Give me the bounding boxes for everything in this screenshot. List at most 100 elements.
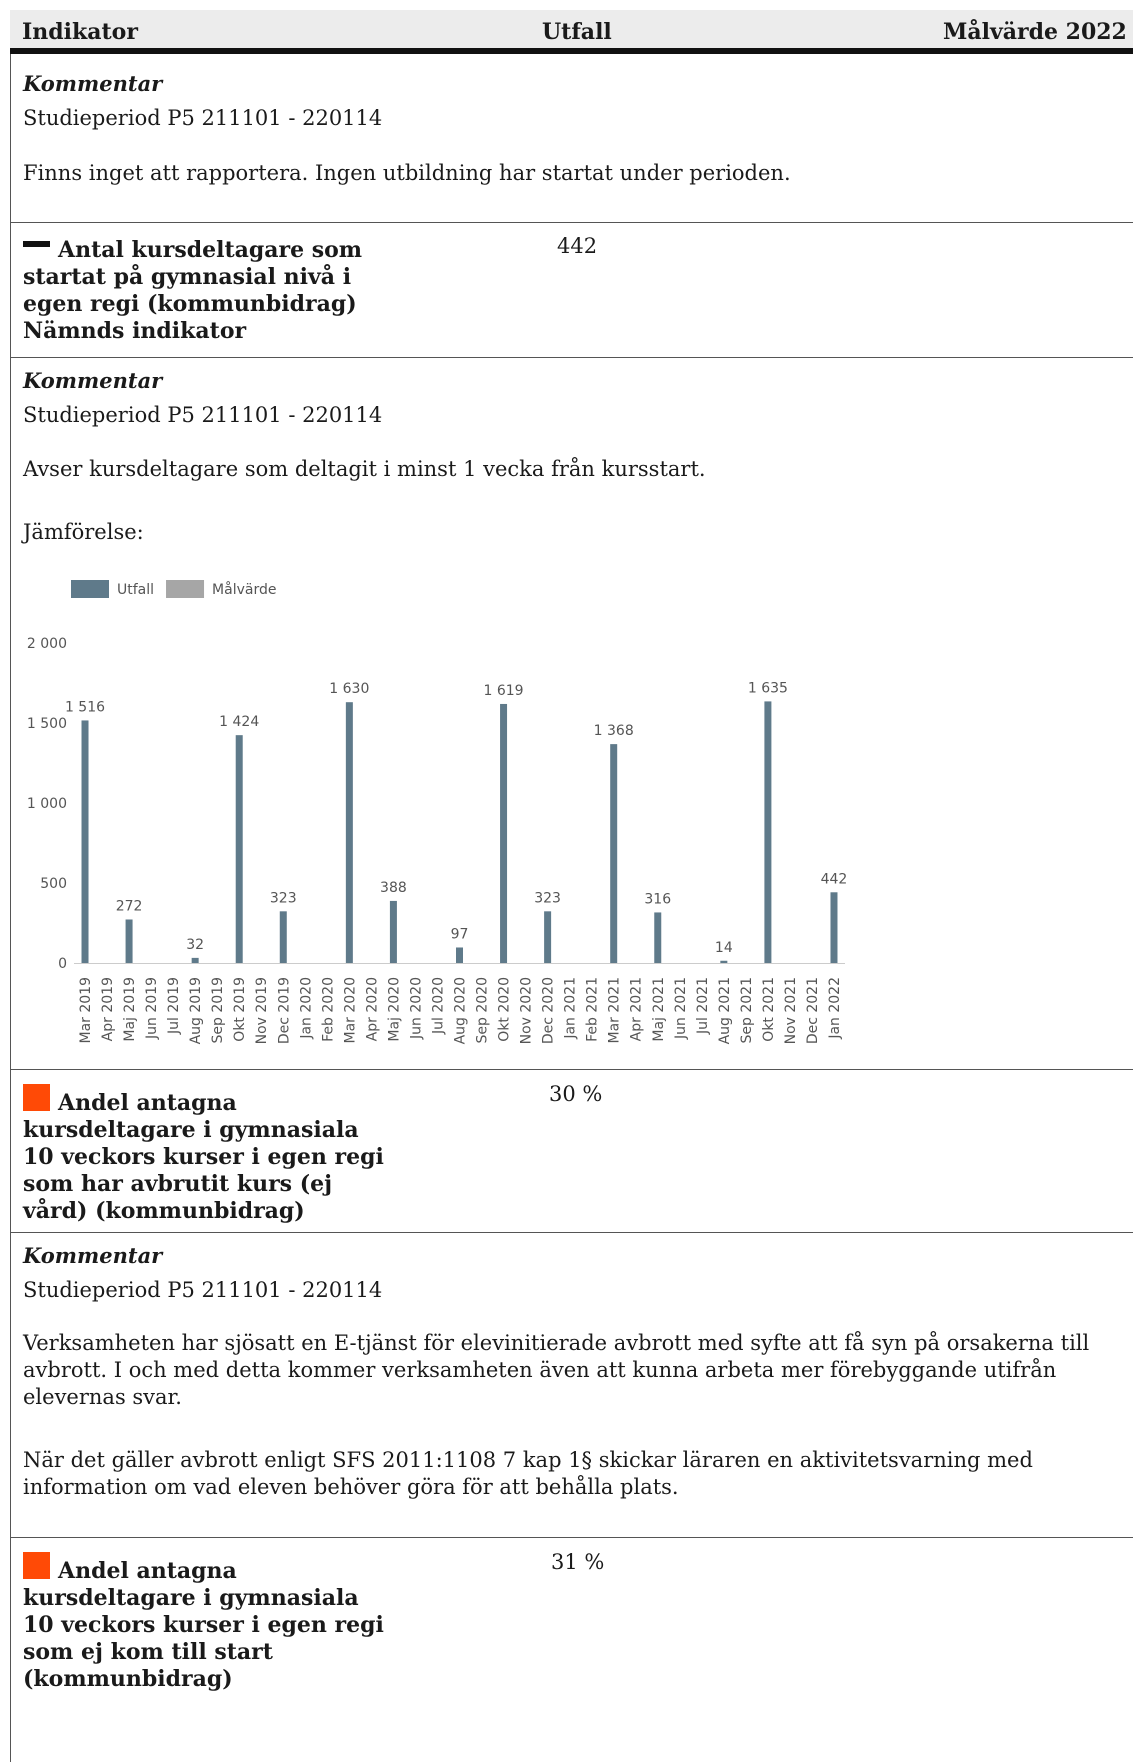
x-tick-label: Mar 2021 (607, 977, 623, 1044)
row-divider (10, 1537, 1133, 1538)
x-tick-label: Nov 2019 (254, 977, 270, 1044)
x-tick-label: Sep 2021 (739, 977, 755, 1043)
x-tick-label: Aug 2021 (717, 977, 733, 1044)
y-tick-label: 1 000 (27, 796, 67, 812)
x-tick-label: Nov 2021 (783, 977, 799, 1044)
comment-text: Avser kursdeltagare som deltagit i minst… (23, 457, 706, 481)
bar (830, 892, 838, 963)
indicator-row: Antal kursdeltagare som startat på gymna… (23, 237, 393, 345)
indicator-row: Andel antagna kursdeltagare i gymnasiala… (23, 1552, 393, 1693)
x-tick-label: Mar 2019 (78, 977, 94, 1044)
bar (279, 911, 287, 963)
x-tick-label: Jan 2021 (563, 977, 579, 1040)
data-label: 323 (270, 890, 297, 906)
data-label: 1 630 (329, 681, 369, 697)
x-tick-label: Sep 2019 (210, 977, 226, 1043)
x-tick-label: Jul 2019 (166, 977, 182, 1035)
x-tick-label: Dec 2020 (541, 977, 557, 1044)
x-tick-label: Nov 2020 (519, 977, 535, 1044)
orange-square-icon (23, 1084, 50, 1111)
x-tick-label: Okt 2021 (761, 977, 777, 1042)
x-tick-label: Jul 2020 (430, 977, 446, 1035)
x-tick-label: Jun 2021 (673, 977, 689, 1040)
x-tick-label: Jan 2022 (827, 977, 843, 1040)
comment-label: Kommentar (23, 71, 163, 96)
x-tick-label: Sep 2020 (475, 977, 491, 1043)
bar (389, 900, 397, 963)
data-label: 316 (644, 891, 671, 907)
x-tick-label: Maj 2020 (386, 977, 402, 1042)
comment-label: Kommentar (23, 368, 163, 393)
header-indikator: Indikator (22, 19, 138, 45)
bar (720, 960, 728, 963)
x-tick-label: Dec 2021 (805, 977, 821, 1044)
data-label: 388 (380, 880, 407, 896)
x-tick-label: Apr 2021 (629, 977, 645, 1041)
indicator-value: 31 % (551, 1550, 605, 1574)
y-tick-label: 2 000 (27, 636, 67, 652)
legend-swatch (166, 580, 205, 598)
bar (654, 912, 662, 963)
legend-label: Utfall (117, 582, 154, 598)
minus-icon (23, 241, 50, 247)
data-label: 323 (534, 890, 561, 906)
bar (544, 911, 552, 963)
x-tick-label: Mar 2020 (342, 977, 358, 1044)
comment-text: När det gäller avbrott enligt SFS 2011:1… (23, 1448, 1033, 1499)
data-label: 272 (116, 898, 143, 914)
row-divider (10, 222, 1133, 223)
y-tick-label: 0 (58, 956, 67, 972)
data-label: 442 (821, 871, 848, 887)
study-period: Studieperiod P5 211101 - 220114 (23, 106, 383, 130)
x-tick-label: Jul 2021 (695, 977, 711, 1035)
x-tick-label: Okt 2020 (497, 977, 513, 1042)
study-period: Studieperiod P5 211101 - 220114 (23, 1278, 383, 1302)
indicator-row: Andel antagna kursdeltagare i gymnasiala… (23, 1084, 393, 1225)
x-tick-label: Feb 2020 (320, 977, 336, 1042)
comparison-label: Jämförelse: (23, 520, 144, 544)
legend-label: Målvärde (212, 581, 276, 598)
x-tick-label: Dec 2019 (276, 977, 292, 1044)
data-label: 1 619 (484, 683, 524, 699)
x-tick-label: Apr 2020 (364, 977, 380, 1041)
comment-text: Verksamheten har sjösatt en E-tjänst för… (23, 1331, 1090, 1409)
data-label: 1 368 (594, 723, 634, 739)
bar (191, 957, 199, 963)
bar (345, 702, 353, 963)
x-tick-label: Aug 2019 (188, 977, 204, 1044)
indicator-title: Antal kursdeltagare som startat på gymna… (23, 237, 363, 344)
bar (456, 947, 463, 963)
y-tick-label: 1 500 (27, 716, 67, 732)
comment-text: Finns inget att rapportera. Ingen utbild… (23, 161, 791, 185)
study-period: Studieperiod P5 211101 - 220114 (23, 403, 383, 427)
row-divider (10, 1232, 1133, 1233)
indicator-title: Andel antagna kursdeltagare i gymnasiala… (23, 1090, 384, 1224)
y-tick-label: 500 (40, 876, 67, 892)
x-tick-label: Apr 2019 (100, 977, 116, 1041)
bar (235, 735, 243, 963)
table-header: Indikator Utfall Målvärde 2022 (10, 10, 1133, 54)
row-divider (10, 1069, 1133, 1070)
indicator-title: Andel antagna kursdeltagare i gymnasiala… (23, 1558, 384, 1692)
bar (610, 744, 618, 963)
x-tick-label: Jun 2019 (144, 977, 160, 1040)
orange-square-icon (23, 1552, 50, 1579)
data-label: 14 (715, 940, 733, 956)
data-label: 32 (186, 937, 204, 953)
bar (125, 919, 133, 963)
x-tick-label: Aug 2020 (453, 977, 469, 1044)
x-tick-label: Jan 2020 (298, 977, 314, 1040)
bar (81, 720, 89, 963)
data-label: 1 424 (219, 714, 259, 730)
bar (764, 701, 772, 963)
indicator-value: 30 % (549, 1082, 603, 1106)
legend-swatch (71, 580, 109, 598)
x-tick-label: Jun 2020 (408, 977, 424, 1040)
data-label: 1 516 (65, 699, 105, 715)
comment-label: Kommentar (23, 1243, 163, 1268)
data-label: 1 635 (748, 680, 788, 696)
x-tick-label: Feb 2021 (585, 977, 601, 1042)
x-tick-label: Maj 2019 (122, 977, 138, 1042)
x-tick-label: Okt 2019 (232, 977, 248, 1042)
